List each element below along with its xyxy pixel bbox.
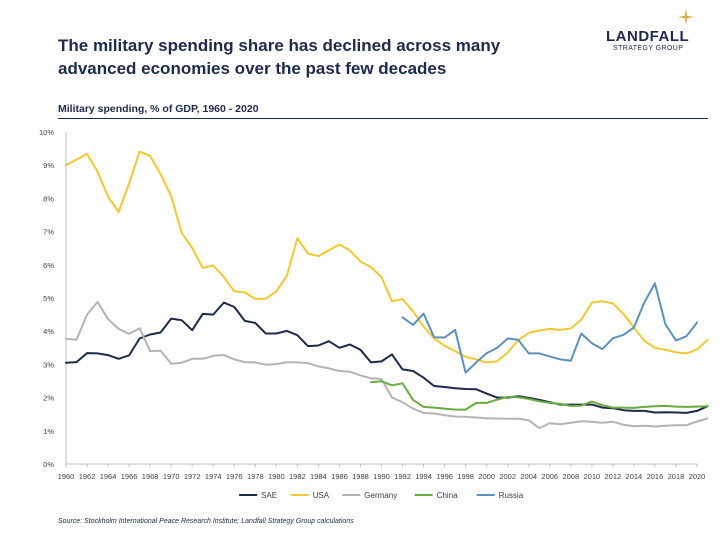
x-tick-label: 1992 [394, 472, 411, 481]
x-tick-label: 2006 [541, 472, 558, 481]
y-tick-label: 9% [43, 161, 54, 170]
y-tick-label: 2% [43, 394, 54, 403]
x-tick-label: 2002 [499, 472, 516, 481]
x-tick-label: 1966 [121, 472, 138, 481]
x-tick-label: 2018 [668, 472, 685, 481]
series-line-russia [401, 282, 698, 374]
x-tick-label: 2008 [562, 472, 579, 481]
x-tick-label: 1998 [457, 472, 474, 481]
y-tick-label: 3% [43, 360, 54, 369]
x-tick-label: 1962 [79, 472, 96, 481]
x-tick-label: 1974 [205, 472, 222, 481]
headline: The military spending share has declined… [58, 36, 501, 78]
x-tick-label: 1970 [163, 472, 180, 481]
legend-label-germany: Germany [364, 491, 397, 500]
legend-label-russia: Russia [499, 491, 524, 500]
y-tick-label: 10% [39, 128, 54, 137]
y-tick-label: 1% [43, 427, 54, 436]
logo-name: LANDFALL [606, 28, 690, 45]
source-note: Source: Stockholm International Peace Re… [58, 518, 354, 525]
logo-subtitle: STRATEGY GROUP [613, 45, 684, 52]
series-line-germany [65, 301, 709, 430]
title-divider [58, 118, 708, 119]
y-tick-label: 4% [43, 327, 54, 336]
x-tick-label: 1996 [436, 472, 453, 481]
x-tick-label: 2012 [605, 472, 622, 481]
x-tick-label: 2014 [626, 472, 643, 481]
x-tick-label: 1978 [247, 472, 264, 481]
star-icon [678, 9, 694, 25]
x-tick-label: 2004 [520, 472, 537, 481]
x-tick-label: 2010 [583, 472, 600, 481]
x-tick-label: 1984 [310, 472, 327, 481]
landfall-logo[interactable]: LANDFALL STRATEGY GROUP [604, 9, 704, 60]
legend-label-china: China [437, 491, 458, 500]
x-tick-label: 2020 [689, 472, 706, 481]
x-tick-label: 1976 [226, 472, 243, 481]
y-tick-label: 6% [43, 261, 54, 270]
x-tick-label: 1964 [100, 472, 117, 481]
x-tick-label: 1994 [415, 472, 432, 481]
series-line-china [370, 380, 709, 411]
x-tick-label: 1960 [58, 472, 75, 481]
series-line-usa [65, 150, 709, 364]
x-tick-label: 1990 [373, 472, 390, 481]
series-line-sae [65, 301, 709, 414]
legend-label-sae: SAE [261, 491, 277, 500]
y-tick-label: 7% [43, 228, 54, 237]
x-tick-label: 1982 [289, 472, 306, 481]
chart-title: Military spending, % of GDP, 1960 - 2020 [58, 103, 259, 115]
y-tick-label: 8% [43, 194, 54, 203]
x-tick-label: 1968 [142, 472, 159, 481]
y-tick-label: 5% [43, 294, 54, 303]
y-tick-label: 0% [43, 460, 54, 469]
x-tick-label: 1972 [184, 472, 201, 481]
x-tick-label: 2000 [478, 472, 495, 481]
x-tick-label: 1980 [268, 472, 285, 481]
legend-label-usa: USA [313, 491, 330, 500]
x-tick-label: 2016 [647, 472, 664, 481]
x-tick-label: 1986 [331, 472, 348, 481]
x-tick-label: 1988 [352, 472, 369, 481]
